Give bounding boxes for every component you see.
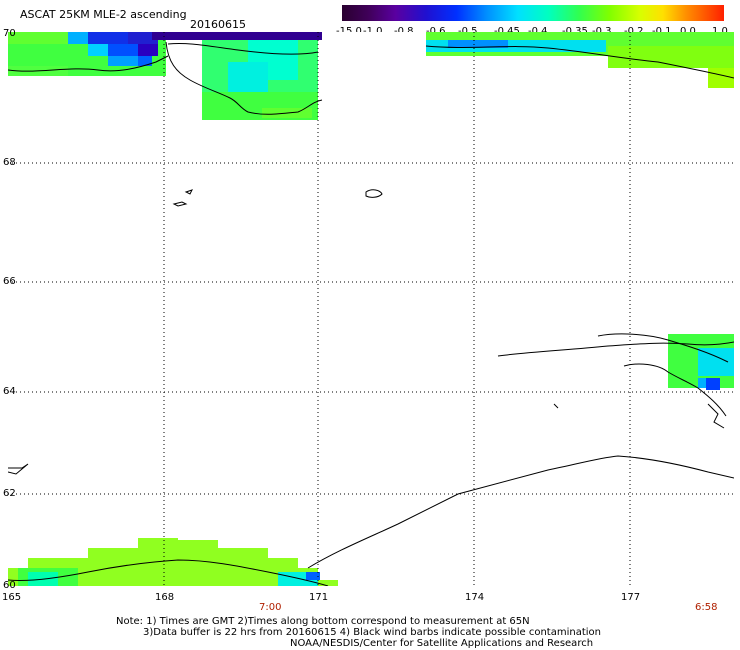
color-scale-label: -0.45	[494, 26, 520, 37]
lat-label: 62	[3, 488, 16, 499]
lat-lon-grid	[8, 32, 734, 586]
color-scale-labels: -15.0 -1.0 -0.8 -0.6 -0.5 -0.45 -0.4 -0.…	[336, 26, 736, 38]
color-scale-label: -0.4	[528, 26, 548, 37]
color-scale-label: -1.0	[363, 26, 383, 37]
lon-label: 168	[155, 592, 175, 603]
color-scale-label: 1.0	[712, 26, 728, 37]
lat-label: 70	[3, 28, 16, 39]
swath-top-middle	[202, 40, 318, 120]
color-scale-label: -0.1	[652, 26, 672, 37]
color-scale-label: -0.5	[458, 26, 478, 37]
product-title: ASCAT 25KM MLE-2 ascending	[20, 8, 187, 21]
lat-label: 60	[3, 580, 16, 591]
note-line-1: Note: 1) Times are GMT 2)Times along bot…	[116, 616, 530, 627]
color-scale-label: 0.0	[680, 26, 696, 37]
color-scale-label: -0.3	[592, 26, 612, 37]
lon-label: 165	[2, 592, 22, 603]
color-scale-label: -0.35	[562, 26, 588, 37]
time-label: 6:58	[695, 602, 718, 613]
map-plot	[8, 32, 734, 586]
swath-bottom-left	[8, 538, 338, 586]
lon-label: 174	[465, 592, 485, 603]
note-line-3: NOAA/NESDIS/Center for Satellite Applica…	[290, 638, 594, 649]
lat-label: 64	[3, 386, 16, 397]
lat-label: 68	[3, 157, 16, 168]
color-scale-label: -0.2	[624, 26, 644, 37]
color-scale-bar	[342, 5, 724, 21]
product-date: 20160615	[190, 18, 246, 31]
lon-label: 177	[621, 592, 641, 603]
swath-top-right	[426, 32, 734, 88]
color-scale-label: -0.6	[426, 26, 446, 37]
color-scale-label: -15.0	[336, 26, 362, 37]
color-scale-label: -0.8	[394, 26, 414, 37]
time-label: 7:00	[259, 602, 282, 613]
lon-label: 171	[309, 592, 329, 603]
lat-label: 66	[3, 276, 16, 287]
note-line-2: 3)Data buffer is 22 hrs from 20160615 4)…	[143, 627, 601, 638]
swath-right-middle	[668, 334, 734, 390]
coastlines	[8, 41, 734, 586]
